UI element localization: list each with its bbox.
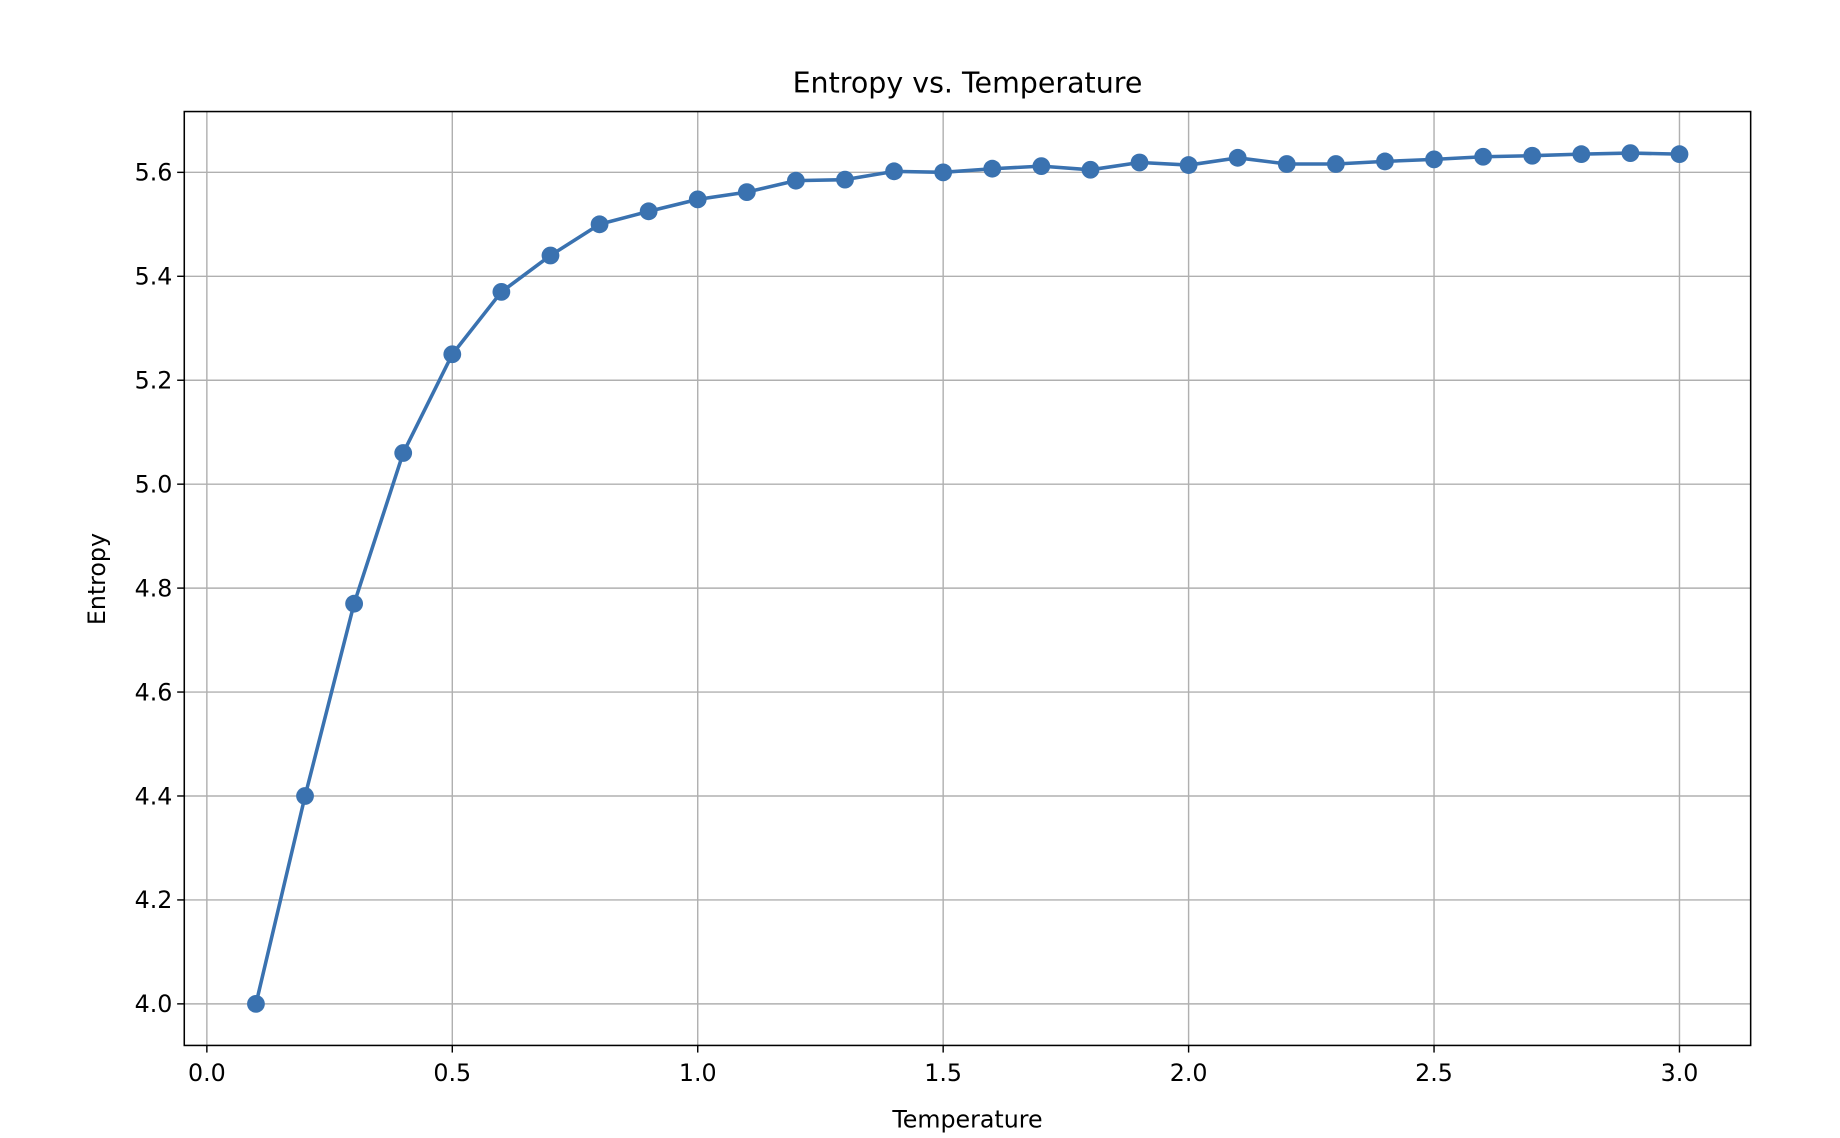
data-point: [639, 202, 658, 221]
data-point: [247, 994, 265, 1013]
data-point: [492, 282, 511, 301]
data-point: [1277, 155, 1296, 173]
data-point: [394, 444, 413, 462]
data-point: [1523, 146, 1542, 165]
data-point: [1081, 160, 1100, 179]
y-tick-label: 4.6: [135, 678, 173, 706]
x-axis-label: Temperature: [891, 1105, 1042, 1133]
data-point: [590, 215, 609, 234]
data-point: [1326, 155, 1345, 173]
data-point: [296, 787, 314, 805]
data-point: [1130, 153, 1149, 172]
x-tick-label: 1.5: [924, 1059, 962, 1087]
data-point: [688, 190, 707, 209]
axes-frame: [183, 110, 1752, 1047]
data-point: [1032, 157, 1051, 176]
data-point: [737, 183, 756, 201]
y-axis-label: Entropy: [83, 533, 111, 625]
data-point: [443, 345, 462, 364]
x-tick-label: 2.5: [1415, 1059, 1453, 1087]
y-tick-label: 5.0: [135, 470, 173, 498]
x-tick-label: 1.0: [679, 1059, 717, 1087]
ticks: 0.0 0.5 1.0 1.5 2.0 2.5 3.0 4.0 4.2 4.4 4.6 4.8 5.0 5…: [135, 159, 1699, 1087]
x-tick-label: 2.0: [1170, 1059, 1208, 1087]
series: [247, 144, 1689, 1013]
data-point: [1376, 152, 1394, 171]
y-tick-label: 5.2: [135, 367, 173, 395]
data-point: [787, 171, 805, 190]
series-line: [254, 151, 1680, 1005]
chart-title: Entropy vs. Temperature: [793, 67, 1143, 100]
data-point: [934, 163, 953, 182]
y-tick-label: 5.4: [135, 263, 173, 291]
data-point: [1179, 156, 1198, 174]
data-point: [1228, 148, 1247, 167]
data-point: [1670, 145, 1689, 164]
data-point: [836, 170, 854, 189]
grid: [184, 111, 1751, 1046]
y-tick-label: 4.0: [135, 990, 173, 1018]
x-tick-label: 3.0: [1661, 1059, 1699, 1087]
data-point: [1572, 145, 1591, 164]
y-tick-label: 4.8: [135, 574, 173, 602]
y-tick-label: 4.2: [135, 886, 173, 914]
data-point: [1425, 150, 1443, 169]
x-tick-label: 0.0: [188, 1059, 226, 1087]
data-point: [541, 246, 560, 265]
y-tick-label: 4.4: [135, 782, 173, 810]
y-tick-label: 5.6: [135, 159, 173, 187]
data-point: [983, 159, 1002, 178]
data-point: [345, 594, 364, 613]
data-point: [885, 162, 903, 181]
x-tick-label: 0.5: [433, 1059, 471, 1087]
data-point: [1474, 147, 1493, 166]
data-point: [1621, 144, 1640, 163]
